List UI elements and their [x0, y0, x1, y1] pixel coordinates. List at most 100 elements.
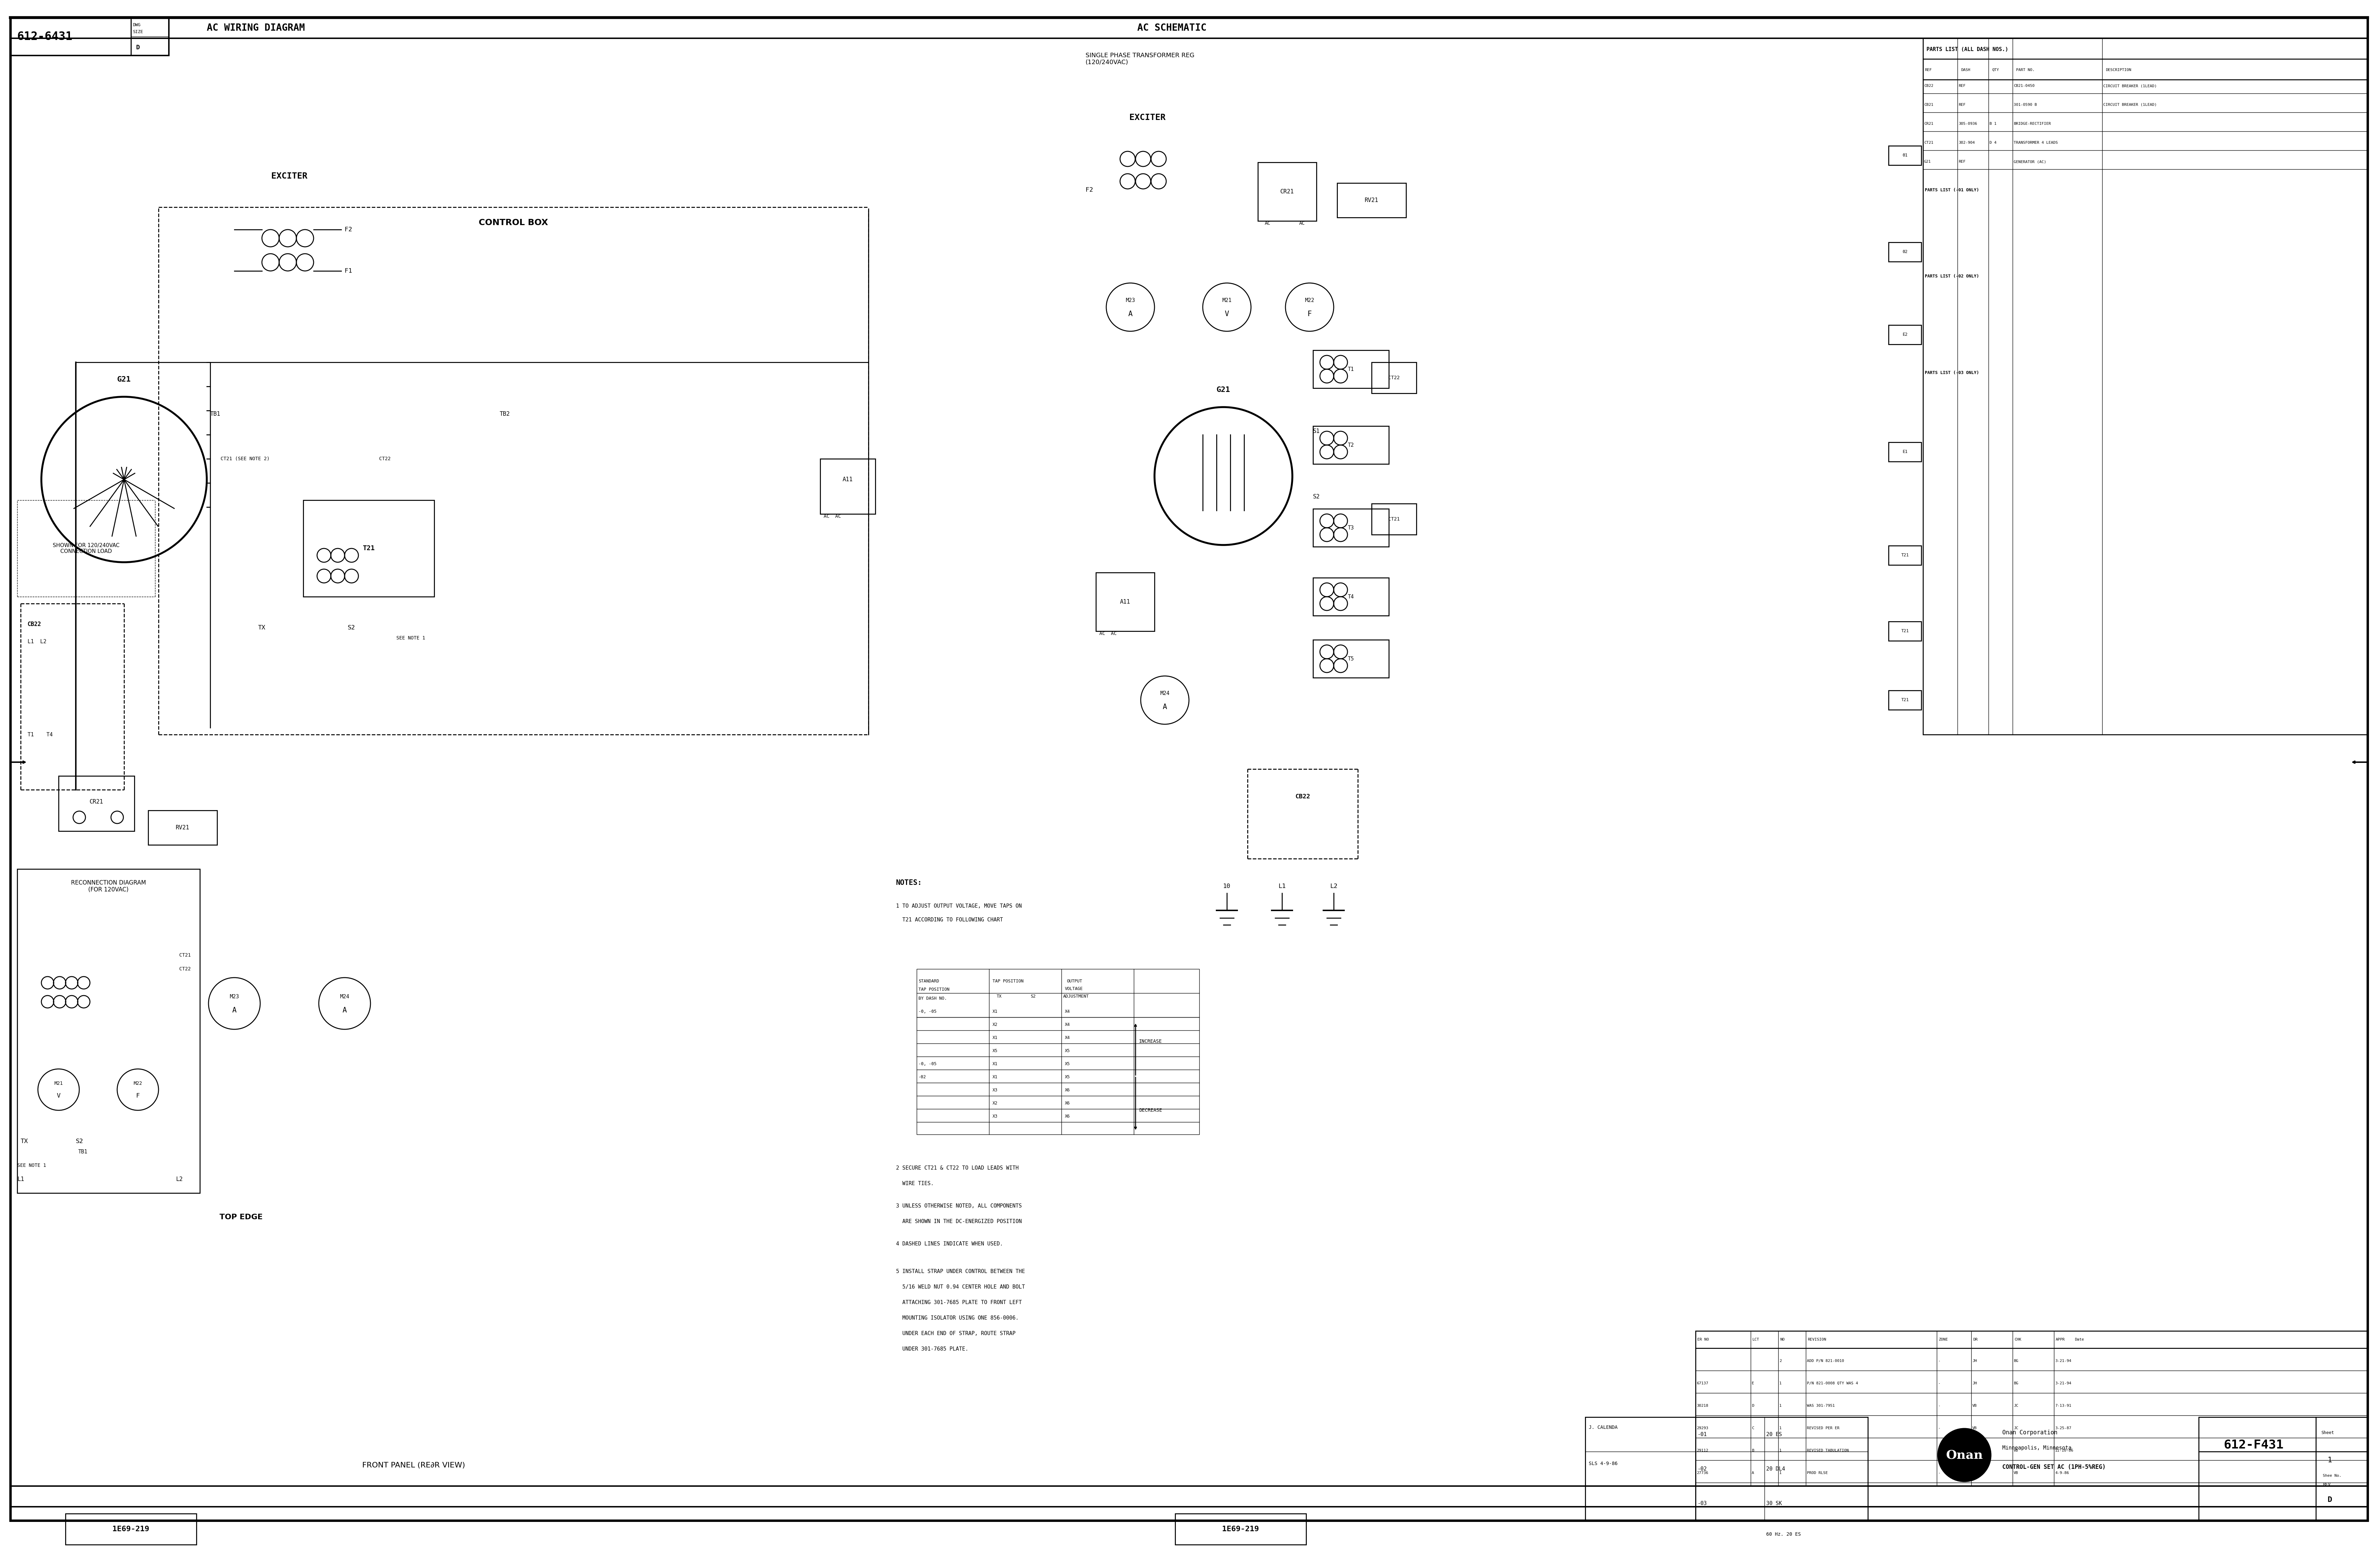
Text: DWG: DWG [133, 23, 140, 28]
Bar [1695, 1417, 1868, 1521]
Text: CHK: CHK [2013, 1337, 2021, 1342]
Text: RV21: RV21 [1364, 197, 1378, 204]
Bar [1314, 350, 1390, 389]
Text: 1E69-219: 1E69-219 [112, 1525, 150, 1533]
Text: TAP POSITION: TAP POSITION [919, 987, 950, 992]
Text: RECONNECTION DIAGRAM
(FOR 120VAC): RECONNECTION DIAGRAM (FOR 120VAC) [71, 880, 145, 893]
Text: G21: G21 [117, 376, 131, 383]
Text: F1: F1 [345, 267, 352, 274]
Text: CB21: CB21 [1923, 103, 1933, 106]
Text: 01: 01 [1902, 154, 1909, 157]
Text: 305-0936: 305-0936 [1959, 121, 1978, 126]
Text: PARTS LIST (-03 ONLY): PARTS LIST (-03 ONLY) [1925, 370, 1980, 375]
Bar [1923, 39, 2368, 734]
Text: WAS 301-7951: WAS 301-7951 [1806, 1404, 1835, 1407]
Text: NOTES:: NOTES: [895, 880, 921, 886]
Text: F: F [136, 1093, 140, 1099]
Text: 11-10-86: 11-10-86 [2054, 1449, 2073, 1452]
Text: S2: S2 [1031, 994, 1035, 998]
Text: TB1: TB1 [79, 1149, 88, 1154]
Text: X5: X5 [1064, 1048, 1071, 1053]
Text: X4: X4 [1064, 1009, 1071, 1014]
Text: F2: F2 [1085, 187, 1092, 193]
Text: Onan: Onan [1947, 1449, 1983, 1460]
Text: S2: S2 [1314, 493, 1321, 499]
Text: VOLTAGE: VOLTAGE [1064, 987, 1083, 991]
Text: P/N 821-0008 QTY WAS 4: P/N 821-0008 QTY WAS 4 [1806, 1381, 1859, 1386]
Text: X5: X5 [1064, 1062, 1071, 1067]
Text: -0, -05: -0, -05 [919, 1062, 935, 1067]
Text: X2: X2 [992, 1023, 997, 1026]
Text: REVISED TABULATION: REVISED TABULATION [1806, 1449, 1849, 1452]
Text: SIZE: SIZE [133, 30, 143, 34]
Bar [1890, 546, 1921, 564]
Bar [131, 17, 169, 56]
Text: T1: T1 [1347, 367, 1354, 372]
Text: M24: M24 [340, 994, 350, 1000]
Text: WIRE TIES.: WIRE TIES. [895, 1180, 933, 1186]
Text: CIRCUIT BREAKER (1LEAD): CIRCUIT BREAKER (1LEAD) [2104, 103, 2156, 106]
Text: AC WIRING DIAGRAM: AC WIRING DIAGRAM [207, 23, 305, 33]
Text: 02: 02 [1902, 250, 1909, 253]
Text: A11: A11 [1121, 599, 1130, 605]
Text: CR21: CR21 [1923, 121, 1933, 126]
Text: -02: -02 [1697, 1466, 1706, 1471]
Text: 10: 10 [1223, 883, 1230, 889]
Text: BG: BG [2013, 1359, 2018, 1362]
Bar [1890, 325, 1921, 344]
Text: CT22: CT22 [378, 457, 390, 462]
Text: TX: TX [997, 994, 1002, 998]
Text: M21: M21 [1223, 297, 1230, 303]
Text: 20 DL4: 20 DL4 [1766, 1466, 1785, 1471]
Text: CB22: CB22 [1923, 84, 1933, 87]
Bar [1314, 578, 1390, 616]
Text: G21: G21 [1923, 160, 1930, 163]
Text: X1: X1 [992, 1075, 997, 1079]
Circle shape [1940, 1429, 1990, 1480]
Bar [1176, 1513, 1307, 1544]
Text: T1    T4: T1 T4 [29, 732, 52, 737]
Text: X6: X6 [1064, 1115, 1071, 1118]
Text: X6: X6 [1064, 1101, 1071, 1106]
Text: CT21 (SEE NOTE 2): CT21 (SEE NOTE 2) [221, 457, 269, 462]
Text: X3: X3 [992, 1115, 997, 1118]
Text: S2: S2 [347, 625, 355, 631]
Bar [821, 459, 876, 515]
Bar [1585, 1417, 1695, 1521]
Text: M22: M22 [1304, 297, 1314, 303]
Text: 29112: 29112 [1697, 1449, 1709, 1452]
Text: X5: X5 [992, 1048, 997, 1053]
Text: Date: Date [2075, 1337, 2085, 1342]
Text: 3-21-94: 3-21-94 [2054, 1381, 2071, 1386]
Text: ATTACHING 301-7685 PLATE TO FRONT LEFT: ATTACHING 301-7685 PLATE TO FRONT LEFT [895, 1300, 1021, 1305]
Text: TRANSFORMER 4 LEADS: TRANSFORMER 4 LEADS [2013, 142, 2059, 145]
Bar [302, 501, 433, 597]
Text: CT22: CT22 [1388, 375, 1399, 381]
Text: GENERATOR (AC): GENERATOR (AC) [2013, 160, 2047, 163]
Text: T2: T2 [1347, 443, 1354, 448]
Bar [1259, 162, 1316, 221]
Text: L1: L1 [17, 1176, 24, 1182]
Text: CT22: CT22 [178, 967, 190, 972]
Text: TX: TX [257, 625, 267, 631]
Bar [1338, 183, 1407, 218]
Text: SHOWN FOR 120/240VAC
CONNECTION LOAD: SHOWN FOR 120/240VAC CONNECTION LOAD [52, 543, 119, 554]
Text: B 1: B 1 [1990, 121, 1997, 126]
Text: L1  L2: L1 L2 [29, 639, 48, 644]
Bar [916, 969, 1200, 1135]
Text: L2: L2 [1330, 883, 1338, 889]
Text: X6: X6 [1064, 1088, 1071, 1093]
Text: M23: M23 [1126, 297, 1135, 303]
Text: CR21: CR21 [1280, 188, 1295, 194]
Text: -0, -05: -0, -05 [919, 1009, 935, 1014]
Text: PARTS LIST (ALL DASH NOS.): PARTS LIST (ALL DASH NOS.) [1925, 47, 2009, 51]
Bar [10, 17, 131, 56]
Text: 3-21-94: 3-21-94 [2054, 1359, 2071, 1362]
Text: STANDARD: STANDARD [919, 978, 940, 983]
Text: 2 SECURE CT21 & CT22 TO LOAD LEADS WITH: 2 SECURE CT21 & CT22 TO LOAD LEADS WITH [895, 1166, 1019, 1171]
Text: 5 INSTALL STRAP UNDER CONTROL BETWEEN THE: 5 INSTALL STRAP UNDER CONTROL BETWEEN TH… [895, 1269, 1026, 1274]
Text: DASH: DASH [1961, 68, 1971, 72]
Text: X5: X5 [1064, 1075, 1071, 1079]
Text: M24: M24 [1159, 690, 1169, 695]
Text: VB: VB [1973, 1426, 1978, 1431]
